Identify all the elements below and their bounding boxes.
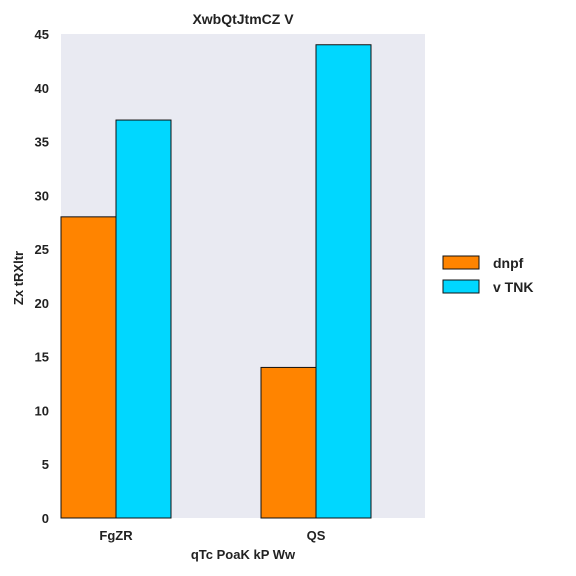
y-tick-label: 40: [35, 81, 49, 96]
y-tick-label: 10: [35, 403, 49, 418]
bar-v-tnk-fgzr: [115, 119, 172, 519]
y-tick-label: 0: [42, 511, 49, 526]
legend-swatch: [442, 279, 480, 294]
y-tick-label: 15: [35, 350, 49, 365]
chart-title: XwbQtJtmCZ V: [192, 11, 294, 27]
x-tick-label: QS: [307, 528, 326, 543]
legend-label: v TNK: [493, 279, 533, 295]
legend: dnpf v TNK: [442, 255, 533, 295]
y-tick-label: 35: [35, 135, 49, 150]
x-tick-label: FgZR: [99, 528, 133, 543]
legend-swatch: [442, 255, 480, 270]
bar-v-tnk-qs: [315, 44, 372, 519]
legend-label: dnpf: [493, 255, 524, 271]
y-axis-label: Zx tRXltr: [11, 251, 26, 305]
y-tick-label: 5: [42, 457, 49, 472]
y-tick-label: 30: [35, 188, 49, 203]
y-tick-label: 20: [35, 296, 49, 311]
bar-dnpf-fgzr: [60, 216, 117, 519]
x-axis-label: qTc PoaK kP Ww: [191, 547, 296, 562]
y-tick-label: 45: [35, 27, 49, 42]
y-tick-label: 25: [35, 242, 49, 257]
bar-dnpf-qs: [260, 366, 317, 519]
